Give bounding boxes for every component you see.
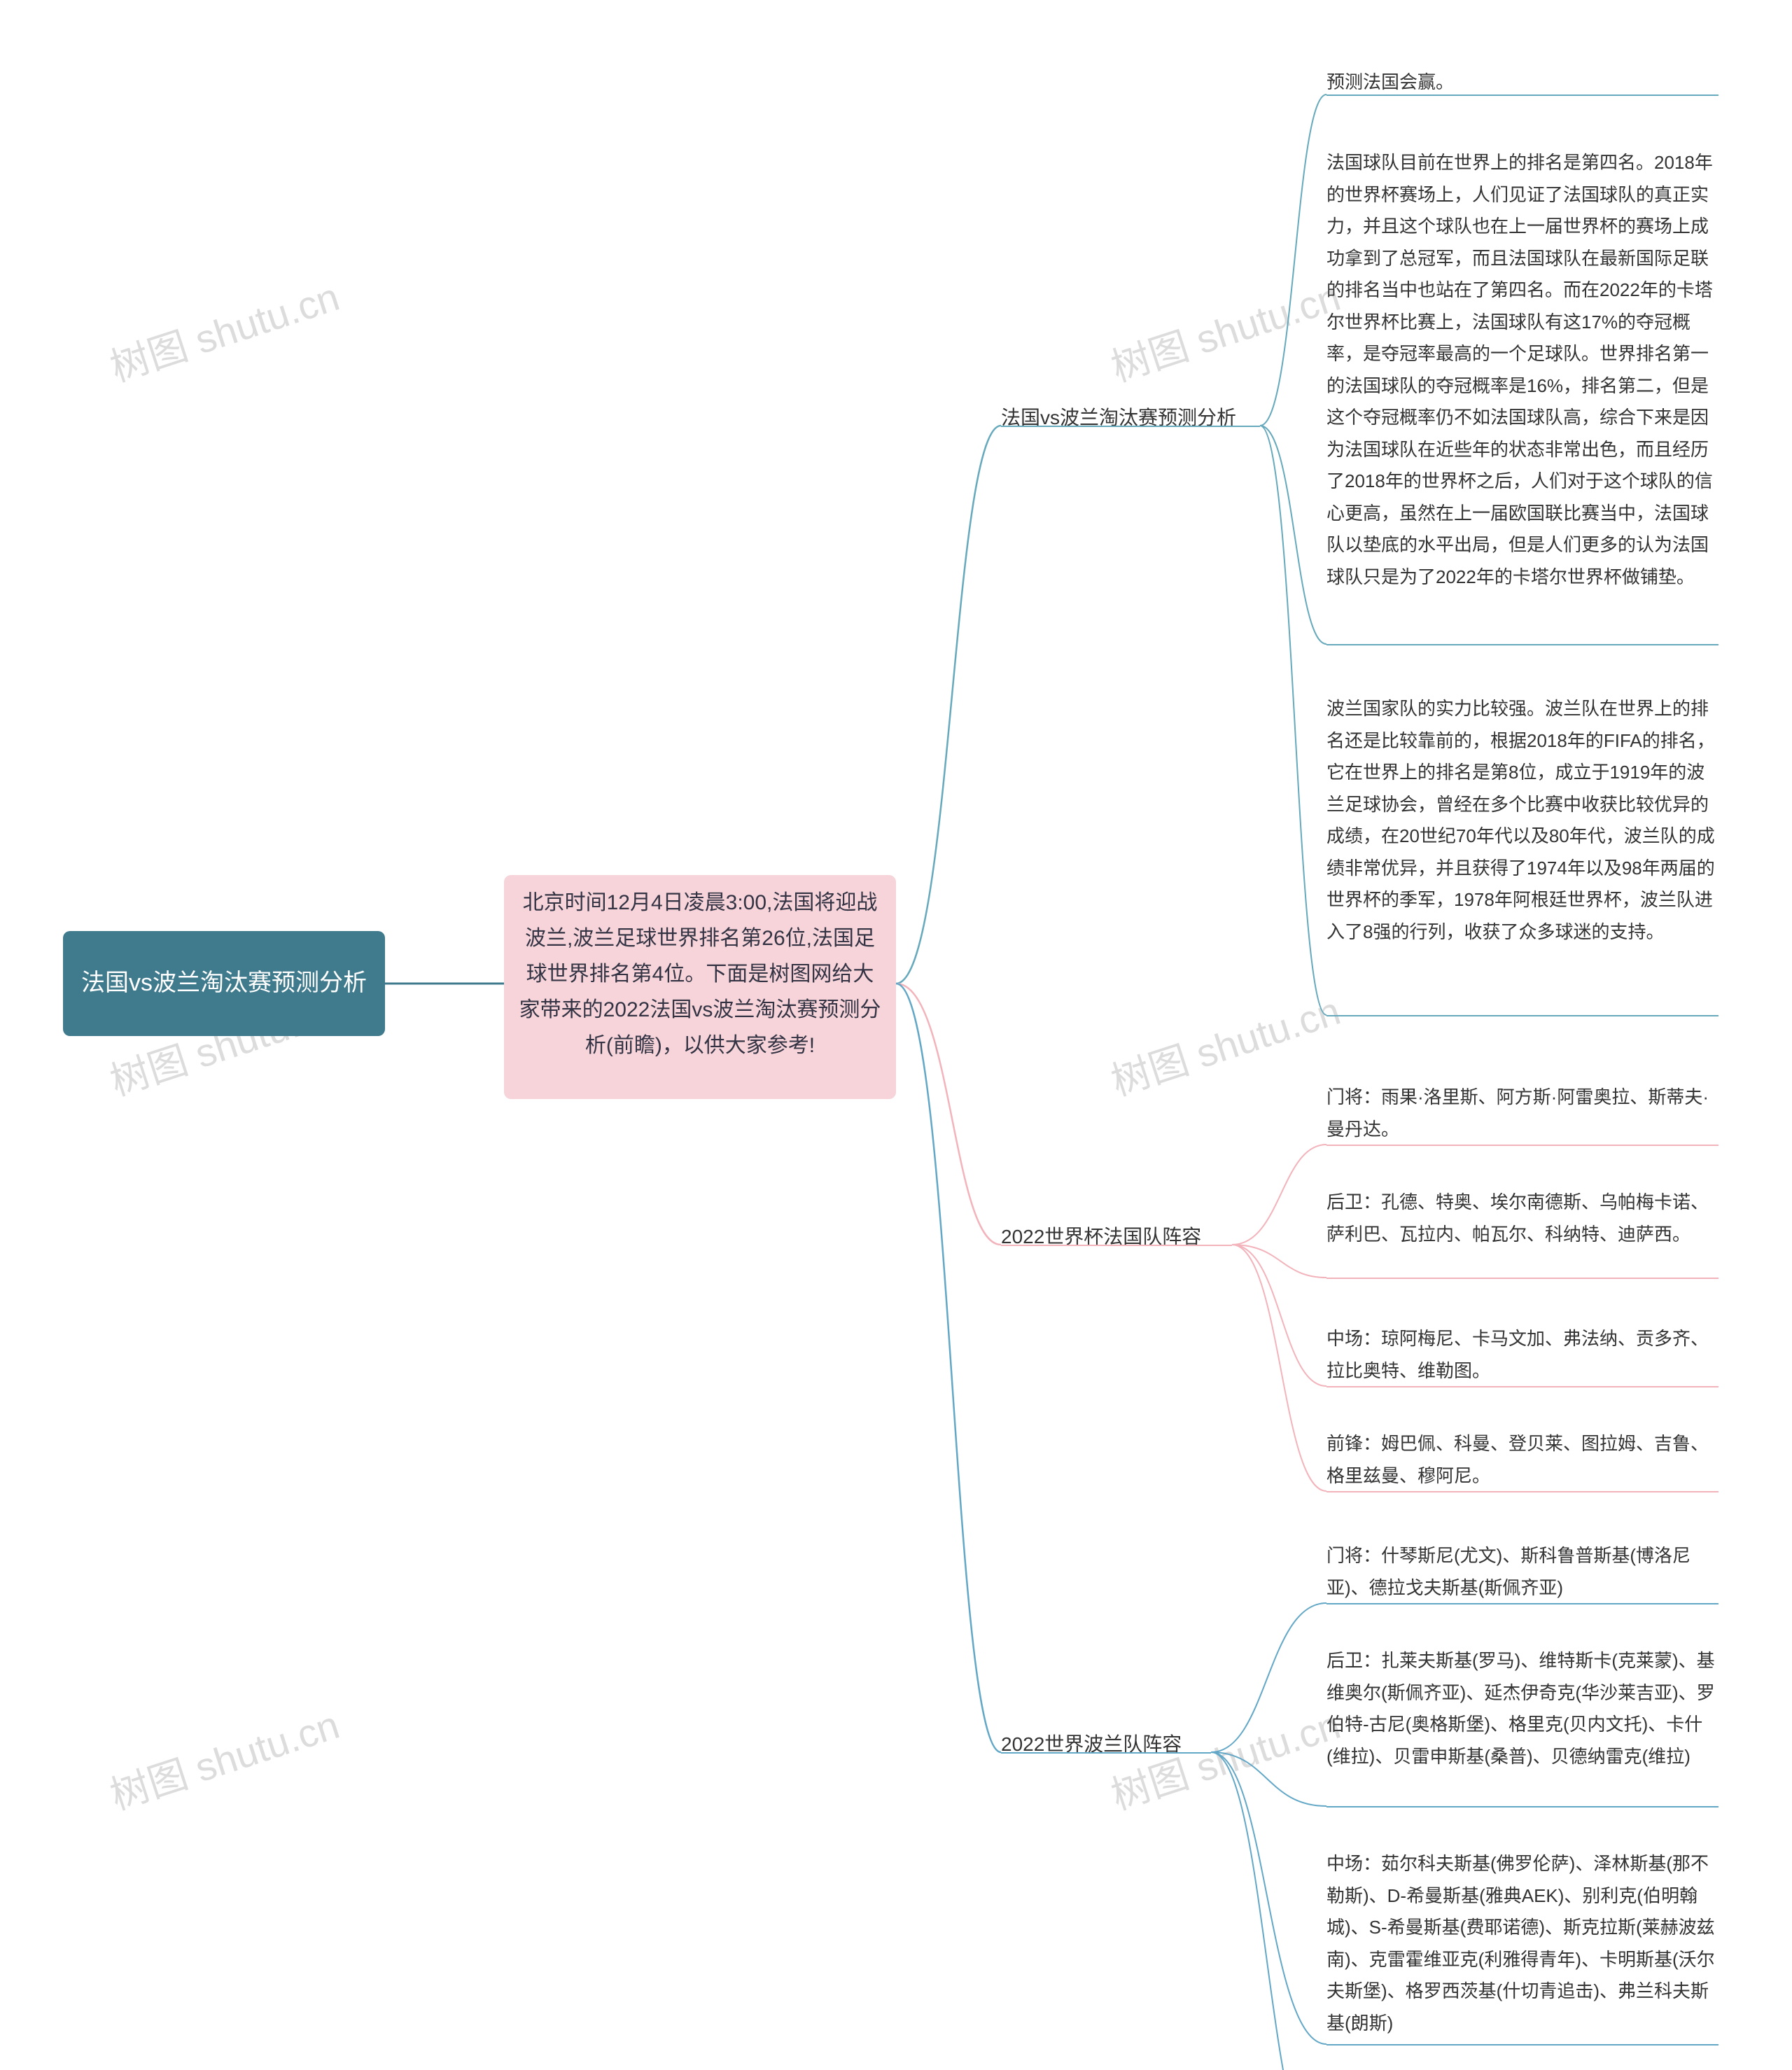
leaf-b2-0: 门将：雨果·洛里斯、阿方斯·阿雷奥拉、斯蒂夫·曼丹达。 xyxy=(1326,1082,1718,1145)
leaf-b2-2: 中场：琼阿梅尼、卡马文加、弗法纳、贡多齐、拉比奥特、维勒图。 xyxy=(1326,1323,1718,1387)
leaf-underline xyxy=(1326,1278,1718,1279)
mindmap-canvas: 树图 shutu.cn 树图 shutu.cn 树图 shutu.cn 树图 s… xyxy=(0,0,1792,2070)
leaf-b2-3: 前锋：姆巴佩、科曼、登贝莱、图拉姆、吉鲁、格里兹曼、穆阿尼。 xyxy=(1326,1428,1718,1492)
branch-underline-2 xyxy=(1001,1245,1232,1246)
leaf-underline xyxy=(1326,1015,1718,1016)
leaf-underline xyxy=(1326,1603,1718,1604)
leaf-b1-0: 预测法国会赢。 xyxy=(1326,67,1718,99)
watermark: 树图 shutu.cn xyxy=(1103,266,1347,393)
leaf-b3-2: 中场：茹尔科夫斯基(佛罗伦萨)、泽林斯基(那不勒斯)、D-希曼斯基(雅典AEK)… xyxy=(1326,1848,1718,2039)
leaf-underline xyxy=(1326,2044,1718,2045)
leaf-b2-1: 后卫：孔德、特奥、埃尔南德斯、乌帕梅卡诺、萨利巴、瓦拉内、帕瓦尔、科纳特、迪萨西… xyxy=(1326,1187,1718,1250)
leaf-underline xyxy=(1326,1386,1718,1387)
leaf-b3-0: 门将：什琴斯尼(尤文)、斯科鲁普斯基(博洛尼亚)、德拉戈夫斯基(斯佩齐亚) xyxy=(1326,1540,1718,1604)
leaf-underline xyxy=(1326,1491,1718,1492)
root-text: 法国vs波兰淘汰赛预测分析 xyxy=(81,963,367,1004)
leaf-b1-1: 法国球队目前在世界上的排名是第四名。2018年的世界杯赛场上，人们见证了法国球队… xyxy=(1326,147,1718,593)
leaf-b3-1: 后卫：扎莱夫斯基(罗马)、维特斯卡(克莱蒙)、基维奥尔(斯佩齐亚)、延杰伊奇克(… xyxy=(1326,1645,1718,1772)
watermark: 树图 shutu.cn xyxy=(1103,1694,1347,1821)
branch-underline-3 xyxy=(1001,1752,1211,1754)
root-node: 法国vs波兰淘汰赛预测分析 xyxy=(63,931,385,1036)
leaf-underline xyxy=(1326,1145,1718,1146)
leaf-b1-2: 波兰国家队的实力比较强。波兰队在世界上的排名还是比较靠前的，根据2018年的FI… xyxy=(1326,693,1718,948)
leaf-underline xyxy=(1326,644,1718,645)
intro-text: 北京时间12月4日凌晨3:00,法国将迎战波兰,波兰足球世界排名第26位,法国足… xyxy=(519,891,881,1057)
branch-underline-1 xyxy=(1001,426,1260,427)
watermark: 树图 shutu.cn xyxy=(102,1694,346,1821)
watermark: 树图 shutu.cn xyxy=(102,266,346,393)
leaf-underline xyxy=(1326,95,1718,96)
watermark: 树图 shutu.cn xyxy=(1103,980,1347,1107)
leaf-underline xyxy=(1326,1806,1718,1807)
intro-node: 北京时间12月4日凌晨3:00,法国将迎战波兰,波兰足球世界排名第26位,法国足… xyxy=(504,875,896,1099)
